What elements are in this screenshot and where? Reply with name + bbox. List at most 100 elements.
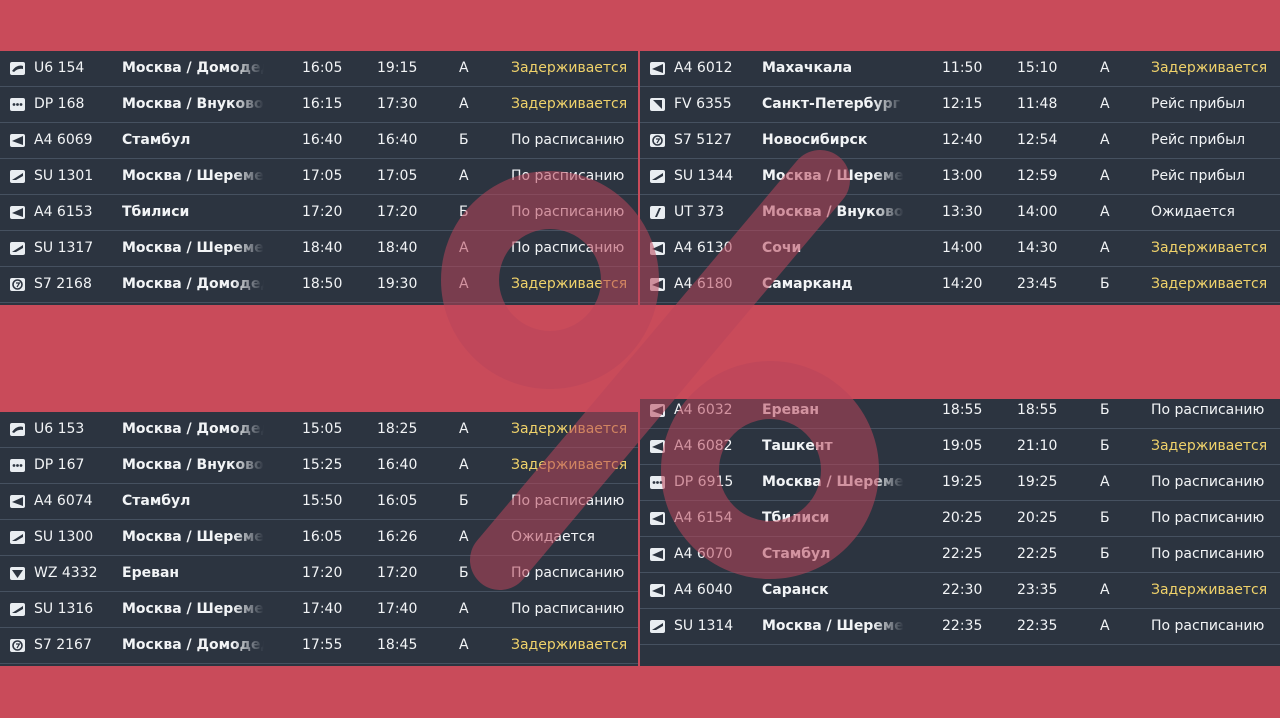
a4-logo-icon: [10, 495, 25, 508]
destination: Ташкент: [762, 438, 833, 454]
flight-row: A4 6069 Стамбул 16:40 16:40 Б По расписанию: [0, 123, 638, 159]
terminal: A: [459, 60, 469, 76]
flight-status: Задерживается: [1151, 240, 1268, 256]
terminal: A: [459, 421, 469, 437]
flight-status: Рейс прибыл: [1151, 132, 1246, 148]
terminal: Б: [1100, 276, 1110, 292]
expected-time: 23:45: [1017, 276, 1058, 292]
terminal: Б: [1100, 546, 1110, 562]
flight-row: SU 1316 Москва / Шереметьево 17:40 17:40 A По…: [0, 592, 638, 628]
flight-row: SU 1314 Москва / Шереметьево 22:35 22:35 A По…: [640, 609, 1280, 645]
su-logo-icon: [10, 170, 25, 183]
flight-row: A4 6130 Сочи 14:00 14:30 A Задерживается: [640, 231, 1280, 267]
scheduled-time: 13:30: [942, 204, 983, 220]
flight-status: Рейс прибыл: [1151, 168, 1246, 184]
flight-status: Задерживается: [1151, 276, 1268, 292]
destination: Ереван: [122, 565, 180, 581]
expected-time: 12:54: [1017, 132, 1058, 148]
scheduled-time: 18:50: [302, 276, 343, 292]
scheduled-time: 18:55: [942, 402, 983, 418]
destination: Москва / Шереметьево: [122, 529, 264, 545]
expected-time: 19:25: [1017, 474, 1058, 490]
terminal: A: [459, 276, 469, 292]
flight-status: По расписанию: [1151, 474, 1265, 490]
expected-time: 21:10: [1017, 438, 1058, 454]
flight-status: Ожидается: [511, 529, 595, 545]
expected-time: 17:20: [377, 565, 418, 581]
expected-time: 17:40: [377, 601, 418, 617]
flight-row: SU 1344 Москва / Шереметьево 13:00 12:59 A Ре…: [640, 159, 1280, 195]
terminal: A: [459, 240, 469, 256]
destination: Москва / Шереметьево: [122, 601, 264, 617]
s7-logo-icon: [10, 639, 25, 652]
flight-row: A4 6082 Ташкент 19:05 21:10 Б Задерживается: [640, 429, 1280, 465]
scheduled-time: 12:15: [942, 96, 983, 112]
flight-status: По расписанию: [511, 565, 625, 581]
terminal: A: [459, 168, 469, 184]
destination: Санкт-Петербург: [762, 96, 900, 112]
destination: Москва / Шереметьево: [122, 168, 264, 184]
destination: Стамбул: [122, 493, 191, 509]
flight-number: A4 6070: [674, 546, 733, 562]
terminal: A: [459, 637, 469, 653]
scheduled-time: 18:40: [302, 240, 343, 256]
flight-number: DP 168: [34, 96, 85, 112]
flight-number: U6 154: [34, 60, 85, 76]
terminal: Б: [1100, 438, 1110, 454]
destination: Самарканд: [762, 276, 853, 292]
flight-row: S7 5127 Новосибирск 12:40 12:54 A Рейс прибыл: [640, 123, 1280, 159]
scheduled-time: 14:00: [942, 240, 983, 256]
flight-status: По расписанию: [511, 601, 625, 617]
expected-time: 23:35: [1017, 582, 1058, 598]
scheduled-time: 17:05: [302, 168, 343, 184]
flight-row: A4 6074 Стамбул 15:50 16:05 Б По расписанию: [0, 484, 638, 520]
scheduled-time: 16:40: [302, 132, 343, 148]
a4-logo-icon: [650, 548, 665, 561]
expected-time: 14:00: [1017, 204, 1058, 220]
expected-time: 18:45: [377, 637, 418, 653]
expected-time: 14:30: [1017, 240, 1058, 256]
flight-row: U6 154 Москва / Домодедово 16:05 19:15 A Заде…: [0, 51, 638, 87]
destination: Москва / Домодедово: [122, 637, 264, 653]
scheduled-time: 19:25: [942, 474, 983, 490]
flight-status: По расписанию: [1151, 546, 1265, 562]
flight-number: A4 6154: [674, 510, 733, 526]
flight-row: DP 167 Москва / Внуково 15:25 16:40 A Задержи…: [0, 448, 638, 484]
terminal: A: [1100, 618, 1110, 634]
expected-time: 11:48: [1017, 96, 1058, 112]
flight-number: A4 6180: [674, 276, 733, 292]
terminal: A: [459, 601, 469, 617]
flight-number: FV 6355: [674, 96, 732, 112]
terminal: A: [459, 529, 469, 545]
flight-row: A4 6154 Тбилиси 20:25 20:25 Б По расписанию: [640, 501, 1280, 537]
expected-time: 16:05: [377, 493, 418, 509]
flight-status: Задерживается: [511, 276, 628, 292]
expected-time: 22:35: [1017, 618, 1058, 634]
su-logo-icon: [650, 170, 665, 183]
terminal: Б: [1100, 510, 1110, 526]
destination: Саранск: [762, 582, 829, 598]
expected-time: 22:25: [1017, 546, 1058, 562]
scheduled-time: 15:50: [302, 493, 343, 509]
destination: Стамбул: [122, 132, 191, 148]
flight-status: По расписанию: [1151, 402, 1265, 418]
flight-number: A4 6130: [674, 240, 733, 256]
expected-time: 19:30: [377, 276, 418, 292]
terminal: Б: [459, 493, 469, 509]
flight-number: SU 1314: [674, 618, 734, 634]
expected-time: 18:40: [377, 240, 418, 256]
s7-logo-icon: [10, 278, 25, 291]
a4-logo-icon: [650, 278, 665, 291]
wz-logo-icon: [10, 567, 25, 580]
expected-time: 17:20: [377, 204, 418, 220]
scheduled-time: 17:20: [302, 204, 343, 220]
scheduled-time: 22:30: [942, 582, 983, 598]
flight-number: UT 373: [674, 204, 724, 220]
flight-status: По расписанию: [511, 493, 625, 509]
destination: Сочи: [762, 240, 802, 256]
destination: Москва / Шереметьево: [762, 168, 904, 184]
terminal: A: [459, 457, 469, 473]
scheduled-time: 22:25: [942, 546, 983, 562]
destination: Москва / Шереметьево: [762, 474, 904, 490]
flight-status: Задерживается: [511, 96, 628, 112]
